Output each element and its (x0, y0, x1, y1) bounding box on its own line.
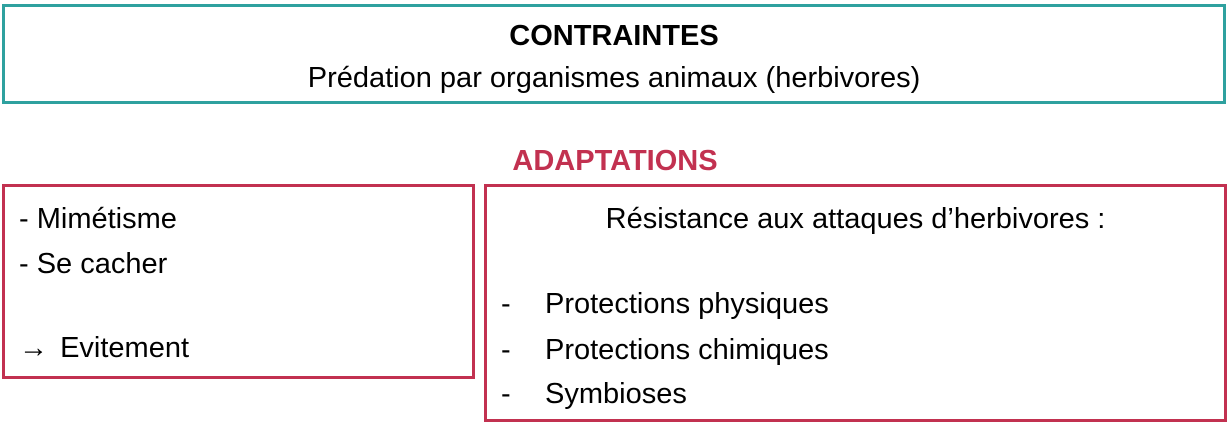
resistance-title: Résistance aux attaques d’herbivores : (605, 203, 1106, 235)
resistance-item-physical: Protections physiques (545, 288, 829, 320)
avoidance-item-mimetism: - Mimétisme (19, 203, 177, 235)
avoidance-item-hiding: - Se cacher (19, 248, 168, 280)
list-bullet: - (501, 288, 511, 320)
list-bullet: - (501, 378, 511, 410)
resistance-item-chemical: Protections chimiques (545, 334, 829, 366)
avoidance-box: - Mimétisme - Se cacher → Evitement (2, 184, 475, 379)
constraints-title: CONTRAINTES (509, 20, 719, 52)
resistance-item-symbioses: Symbioses (545, 378, 687, 410)
right-arrow-icon: → (19, 332, 48, 364)
avoidance-result-label: Evitement (60, 332, 190, 364)
constraints-box: CONTRAINTES Prédation par organismes ani… (2, 4, 1226, 104)
resistance-box: Résistance aux attaques d’herbivores : -… (484, 184, 1227, 422)
adaptations-heading: ADAPTATIONS (512, 145, 718, 177)
constraints-subtitle: Prédation par organismes animaux (herbiv… (307, 62, 921, 94)
avoidance-result: → Evitement (19, 331, 189, 365)
list-bullet: - (501, 334, 511, 366)
